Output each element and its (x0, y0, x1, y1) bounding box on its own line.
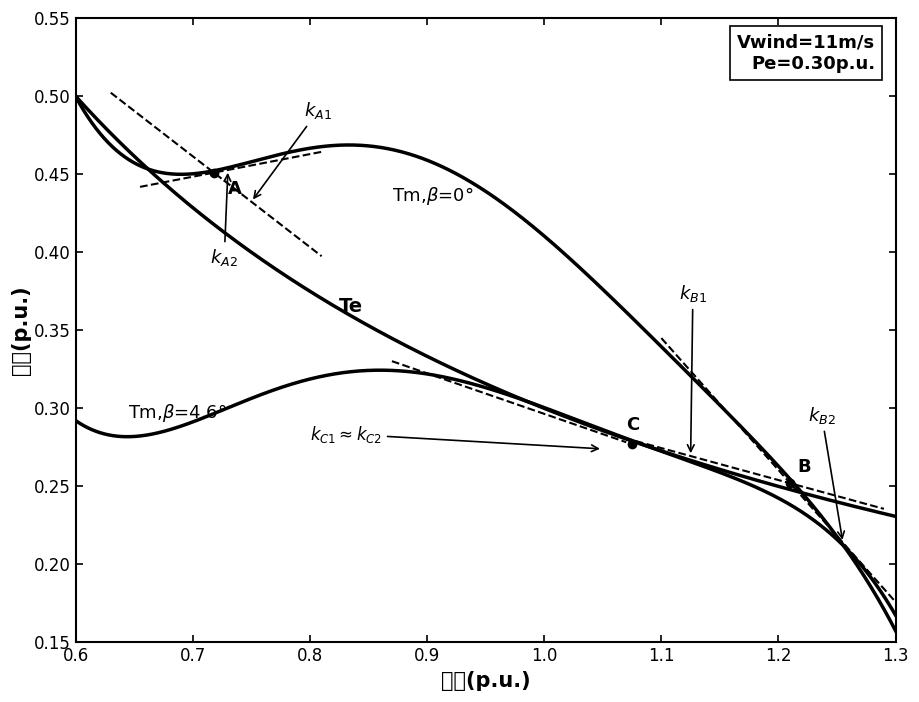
X-axis label: 转速(p.u.): 转速(p.u.) (440, 671, 530, 691)
Text: Tm,$\beta$=0°: Tm,$\beta$=0° (391, 185, 473, 206)
Text: Te: Te (339, 296, 363, 316)
Text: Vwind=11m/s
Pe=0.30p.u.: Vwind=11m/s Pe=0.30p.u. (736, 34, 874, 72)
Text: $k_{C1}$$\approx$$k_{C2}$: $k_{C1}$$\approx$$k_{C2}$ (310, 423, 597, 451)
Text: B: B (797, 458, 810, 477)
Text: $k_{A2}$: $k_{A2}$ (210, 175, 238, 268)
Text: $k_{B1}$: $k_{B1}$ (678, 283, 706, 451)
Text: $k_{A1}$: $k_{A1}$ (254, 100, 332, 198)
Text: C: C (626, 416, 639, 435)
Text: $k_{B2}$: $k_{B2}$ (807, 405, 844, 538)
Y-axis label: 转矩(p.u.): 转矩(p.u.) (11, 286, 31, 375)
Text: Tm,$\beta$=4.6°: Tm,$\beta$=4.6° (129, 402, 227, 424)
Text: A: A (228, 180, 242, 199)
